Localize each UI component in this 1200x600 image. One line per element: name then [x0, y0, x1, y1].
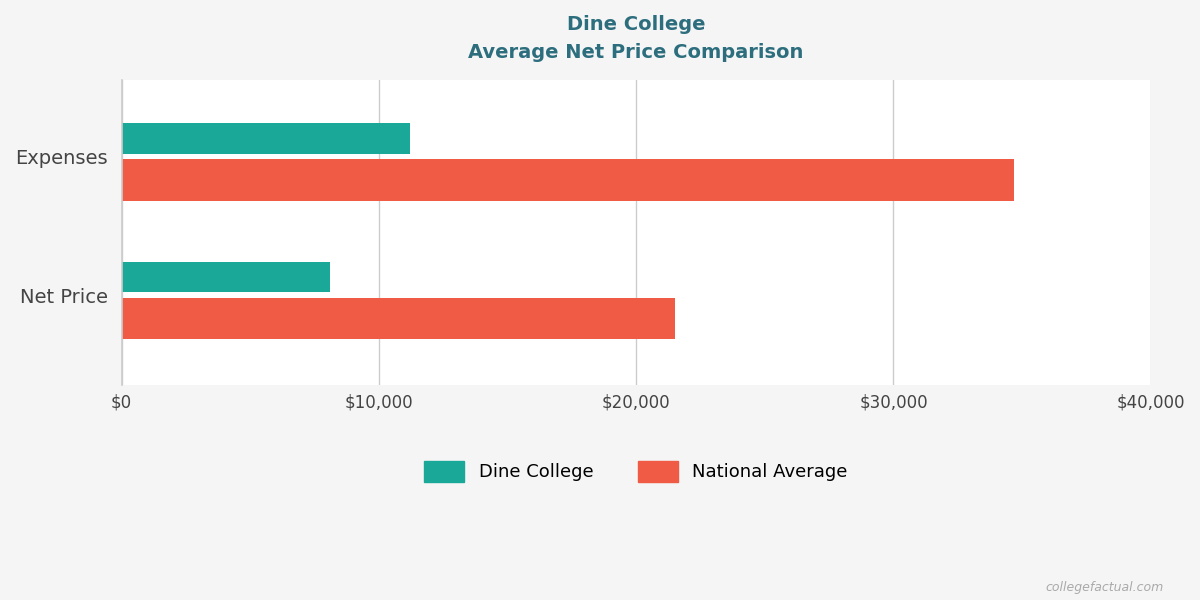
Text: collegefactual.com: collegefactual.com — [1045, 581, 1164, 594]
Title: Dine College
Average Net Price Comparison: Dine College Average Net Price Compariso… — [468, 15, 804, 62]
Bar — [121, 123, 409, 154]
Bar — [121, 298, 674, 340]
Bar — [121, 262, 330, 292]
Bar — [121, 159, 1014, 201]
Legend: Dine College, National Average: Dine College, National Average — [407, 443, 866, 500]
